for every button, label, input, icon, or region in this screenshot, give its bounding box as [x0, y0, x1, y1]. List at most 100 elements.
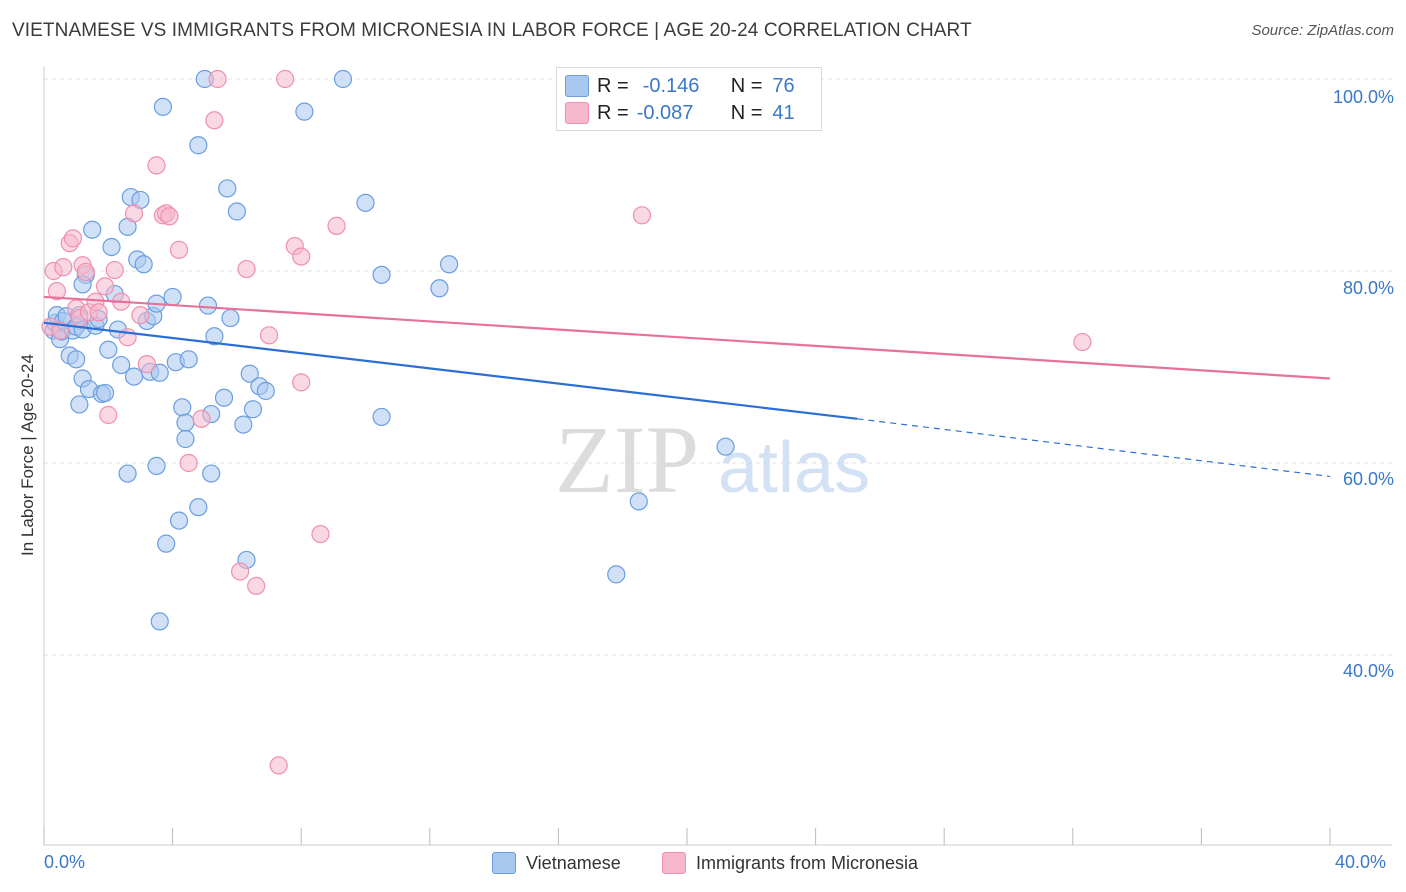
point-micronesia-14 — [95, 277, 115, 296]
y-tick-label-40: 40.0% — [1342, 661, 1394, 681]
point-vietnamese-18 — [83, 220, 102, 239]
point-vietnamese-73 — [430, 279, 449, 298]
r-value: -0.087 — [636, 101, 694, 124]
point-vietnamese-58 — [214, 388, 234, 407]
r-label: R = — [597, 101, 629, 124]
point-vietnamese-34 — [134, 255, 153, 274]
point-vietnamese-57 — [205, 327, 224, 346]
point-micronesia-33 — [247, 576, 266, 595]
stats-row-micronesia: R = -0.087 N = 41 — [565, 100, 795, 126]
point-vietnamese-70 — [356, 193, 375, 212]
x-tick-label-max: 40.0% — [1335, 852, 1387, 872]
point-vietnamese-15 — [70, 395, 89, 414]
r-label: R = — [597, 74, 629, 97]
point-vietnamese-47 — [173, 398, 192, 417]
legend-item-micronesia[interactable]: Immigrants from Micronesia — [662, 852, 918, 874]
point-micronesia-10 — [76, 262, 95, 282]
point-vietnamese-41 — [150, 363, 169, 382]
point-vietnamese-56 — [202, 464, 221, 483]
point-vietnamese-48 — [176, 413, 195, 432]
trend-line-vietnamese-extension — [857, 418, 1331, 478]
point-micronesia-15 — [99, 405, 118, 425]
point-micronesia-32 — [237, 259, 256, 279]
point-micronesia-4 — [54, 258, 73, 277]
point-micronesia-20 — [131, 306, 150, 325]
point-vietnamese-64 — [240, 364, 259, 383]
point-vietnamese-39 — [147, 456, 166, 475]
point-vietnamese-52 — [189, 136, 208, 155]
legend-swatch-micronesia — [662, 852, 686, 874]
point-vietnamese-23 — [99, 340, 118, 359]
point-vietnamese-60 — [221, 308, 240, 328]
legend-swatch-micronesia — [565, 102, 589, 124]
legend-item-vietnamese[interactable]: Vietnamese — [492, 852, 621, 874]
n-value: 76 — [772, 74, 795, 97]
x-tick-label-min: 0.0% — [44, 852, 86, 872]
source-label: Source: ZipAtlas.com — [1251, 22, 1394, 39]
point-micronesia-38 — [292, 373, 311, 392]
watermark-atlas: atlas — [718, 428, 870, 508]
point-vietnamese-50 — [179, 350, 198, 369]
point-vietnamese-49 — [176, 429, 195, 449]
point-micronesia-37 — [292, 247, 311, 266]
point-vietnamese-54 — [198, 296, 218, 315]
point-vietnamese-71 — [372, 265, 391, 284]
trend-lines — [43, 295, 1331, 478]
y-tick-label-80: 80.0% — [1342, 278, 1394, 298]
point-micronesia-28 — [192, 409, 211, 428]
point-micronesia-6 — [63, 229, 83, 248]
r-value: -0.146 — [642, 74, 700, 97]
point-vietnamese-76 — [629, 492, 648, 511]
point-vietnamese-74 — [439, 255, 459, 274]
point-micronesia-16 — [105, 260, 124, 280]
point-micronesia-13 — [89, 303, 108, 322]
point-vietnamese-77 — [716, 437, 735, 456]
stats-row-vietnamese: R = -0.146 N = 76 — [565, 73, 795, 99]
legend-swatch-vietnamese — [565, 75, 589, 97]
point-micronesia-26 — [169, 240, 189, 259]
point-vietnamese-40 — [150, 612, 169, 631]
point-micronesia-21 — [137, 355, 156, 374]
point-micronesia-30 — [208, 69, 227, 89]
point-vietnamese-43 — [157, 534, 176, 553]
point-micronesia-34 — [259, 326, 279, 345]
series-legend: Vietnamese Immigrants from Micronesia — [0, 852, 1406, 878]
point-vietnamese-72 — [372, 407, 391, 427]
point-vietnamese-61 — [227, 202, 246, 221]
point-micronesia-22 — [147, 156, 166, 175]
point-vietnamese-28 — [118, 464, 137, 483]
point-vietnamese-12 — [67, 350, 86, 369]
point-vietnamese-22 — [95, 383, 115, 403]
point-vietnamese-42 — [153, 97, 173, 116]
point-micronesia-29 — [205, 111, 224, 130]
point-micronesia-25 — [160, 207, 179, 226]
n-value: 41 — [772, 101, 795, 124]
point-micronesia-27 — [179, 453, 198, 473]
grid-lines — [44, 78, 1392, 656]
point-micronesia-31 — [231, 562, 250, 581]
point-vietnamese-27 — [112, 355, 131, 375]
point-vietnamese-46 — [169, 511, 189, 530]
legend-label-micronesia: Immigrants from Micronesia — [696, 852, 919, 873]
point-vietnamese-51 — [189, 498, 208, 517]
point-vietnamese-75 — [607, 565, 626, 584]
watermark-zip: ZIP — [555, 406, 699, 513]
point-vietnamese-68 — [295, 102, 314, 121]
n-label: N = — [730, 101, 763, 124]
point-micronesia-35 — [276, 69, 295, 89]
point-vietnamese-62 — [234, 415, 253, 434]
point-vietnamese-31 — [124, 367, 144, 386]
point-vietnamese-24 — [102, 237, 121, 257]
legend-swatch-vietnamese — [492, 852, 516, 874]
trend-line-vietnamese — [43, 321, 858, 420]
point-vietnamese-59 — [218, 179, 237, 198]
chart-title: VIETNAMESE VS IMMIGRANTS FROM MICRONESIA… — [12, 20, 972, 41]
point-micronesia-41 — [269, 756, 288, 775]
point-vietnamese-65 — [243, 400, 263, 419]
point-micronesia-2 — [47, 282, 66, 301]
point-vietnamese-67 — [256, 381, 275, 401]
point-micronesia-19 — [124, 204, 144, 223]
point-micronesia-42 — [632, 206, 652, 225]
trend-line-micronesia — [43, 295, 1331, 380]
